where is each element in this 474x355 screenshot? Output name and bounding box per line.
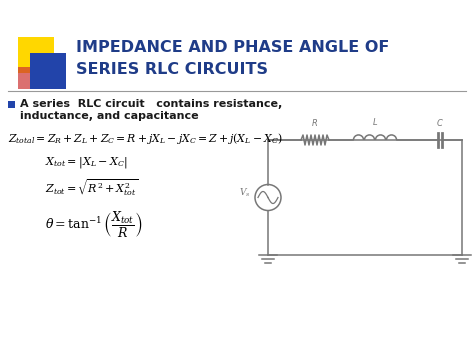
Text: inductance, and capacitance: inductance, and capacitance <box>20 111 199 121</box>
Text: C: C <box>437 119 443 128</box>
FancyBboxPatch shape <box>18 67 40 89</box>
FancyBboxPatch shape <box>18 37 54 73</box>
Text: $Z_{total} = Z_R + Z_L + Z_C = R + jX_L - jX_C = Z + j(X_L - X_C)$: $Z_{total} = Z_R + Z_L + Z_C = R + jX_L … <box>8 131 283 146</box>
FancyBboxPatch shape <box>30 53 66 89</box>
FancyBboxPatch shape <box>8 101 15 108</box>
Text: $Z_{tot} = \sqrt{R^2 + X^2_{tot}}$: $Z_{tot} = \sqrt{R^2 + X^2_{tot}}$ <box>45 178 138 198</box>
Text: IMPEDANCE AND PHASE ANGLE OF: IMPEDANCE AND PHASE ANGLE OF <box>76 40 389 55</box>
Text: $V_s$: $V_s$ <box>239 186 251 199</box>
Text: L: L <box>373 118 377 127</box>
Text: $\theta = \tan^{-1}\left(\dfrac{X_{tot}}{R}\right)$: $\theta = \tan^{-1}\left(\dfrac{X_{tot}}… <box>45 210 143 240</box>
Text: R: R <box>312 119 318 128</box>
Text: $X_{tot} = |X_L - X_C|$: $X_{tot} = |X_L - X_C|$ <box>45 155 128 170</box>
Text: A series  RLC circuit   contains resistance,: A series RLC circuit contains resistance… <box>20 99 282 109</box>
Text: SERIES RLC CIRCUITS: SERIES RLC CIRCUITS <box>76 62 268 77</box>
